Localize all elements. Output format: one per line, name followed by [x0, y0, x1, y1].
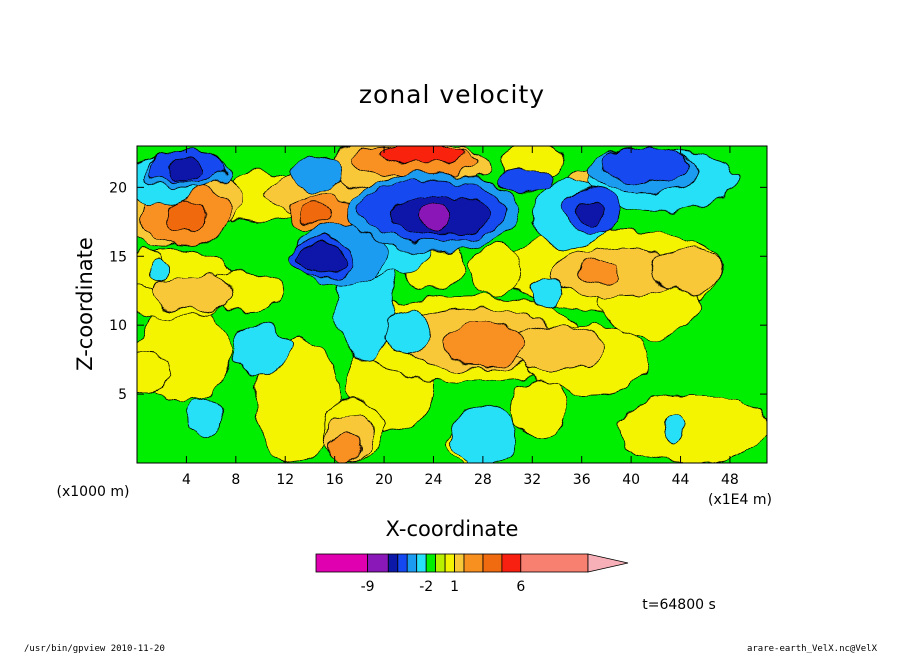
x-tick-label: 4 — [182, 472, 191, 488]
contour-region-cyan — [231, 324, 290, 376]
contour-region-cyan — [383, 310, 434, 354]
time-label: t=64800 s — [642, 597, 716, 613]
x-axis-label: X-coordinate — [386, 517, 519, 541]
colorbar-segment — [416, 553, 427, 573]
x-tick-label: 28 — [474, 472, 492, 488]
plot-frame — [136, 145, 768, 464]
x-tick-label: 48 — [721, 472, 739, 488]
x-tick-label: 40 — [622, 472, 640, 488]
y-axis-label: Z-coordinate — [73, 237, 97, 371]
x-tick-label: 32 — [523, 472, 541, 488]
contour-region-orange — [577, 257, 616, 286]
chart-title: zonal velocity — [359, 80, 545, 109]
contour-region-cyan — [664, 411, 685, 446]
x-tick-label: 12 — [276, 472, 294, 488]
contour-region-cyan — [148, 258, 170, 282]
contour-region-red — [377, 146, 465, 165]
contour-region-yellow — [510, 379, 567, 436]
colorbar-segment — [482, 553, 503, 573]
contour-region-light_blue — [292, 155, 343, 192]
x-tick-label: 20 — [375, 472, 393, 488]
colorbar-segment — [520, 553, 589, 573]
colorbar-segment — [406, 553, 418, 573]
contour-region-orange — [442, 321, 523, 367]
colorbar-tick-label: -9 — [361, 579, 375, 595]
y-axis-unit: (x1000 m) — [57, 484, 130, 500]
colorbar-tick-label: 1 — [450, 579, 459, 595]
contour-region-cyan — [188, 397, 222, 438]
colorbar-segment — [397, 553, 408, 573]
y-tick-label: 20 — [109, 180, 127, 196]
contour-region-dark_orange — [299, 200, 331, 224]
colorbar-segment — [367, 553, 389, 573]
contour-region-navy — [576, 200, 607, 224]
colorbar-segment — [425, 553, 437, 573]
contour-region-yellow — [137, 350, 170, 396]
colorbar-tick-label: 6 — [516, 579, 525, 595]
contour-region-navy — [164, 159, 203, 183]
x-tick-label: 24 — [425, 472, 443, 488]
y-tick-label: 15 — [109, 249, 127, 265]
contour-regions — [137, 146, 767, 463]
contour-region-light_orange — [507, 326, 607, 372]
colorbar-extension-arrow — [587, 553, 629, 573]
colorbar-segment — [463, 553, 484, 573]
footer-left: /usr/bin/gpview 2010-11-20 — [24, 644, 165, 654]
x-tick-label: 16 — [326, 472, 344, 488]
x-axis-unit: (x1E4 m) — [708, 492, 772, 508]
colorbar-segment — [501, 553, 522, 573]
plot-area — [137, 146, 767, 463]
x-tick-label: 8 — [231, 472, 240, 488]
contour-region-yellow — [467, 244, 523, 296]
contour-region-blue — [602, 147, 690, 184]
contour-region-orange — [330, 432, 359, 461]
contour-region-dark_orange — [167, 200, 206, 232]
y-tick-label: 5 — [118, 387, 127, 403]
colorbar-segment — [444, 553, 456, 573]
x-tick-label: 44 — [672, 472, 690, 488]
colorbar-segment — [454, 553, 465, 573]
colorbar-segment — [435, 553, 446, 573]
colorbar-segment — [387, 553, 399, 573]
contour-region-light_orange — [150, 275, 236, 312]
colorbar-segment — [315, 553, 368, 573]
x-tick-label: 36 — [573, 472, 591, 488]
y-tick-label: 10 — [109, 318, 127, 334]
contour-region-navy — [297, 243, 348, 272]
colorbar-tick-label: -2 — [419, 579, 433, 595]
contour-region-light_orange — [649, 247, 725, 293]
contour-region-cyan — [529, 276, 565, 311]
contour-region-yellow — [618, 393, 767, 463]
colorbar: -9 -2 1 6 — [315, 553, 629, 595]
contour-region-purple — [420, 204, 452, 231]
contour-region-cyan — [447, 404, 518, 463]
contour-region-blue — [498, 167, 554, 194]
footer-right: arare-earth_VelX.nc@VelX — [747, 644, 878, 654]
